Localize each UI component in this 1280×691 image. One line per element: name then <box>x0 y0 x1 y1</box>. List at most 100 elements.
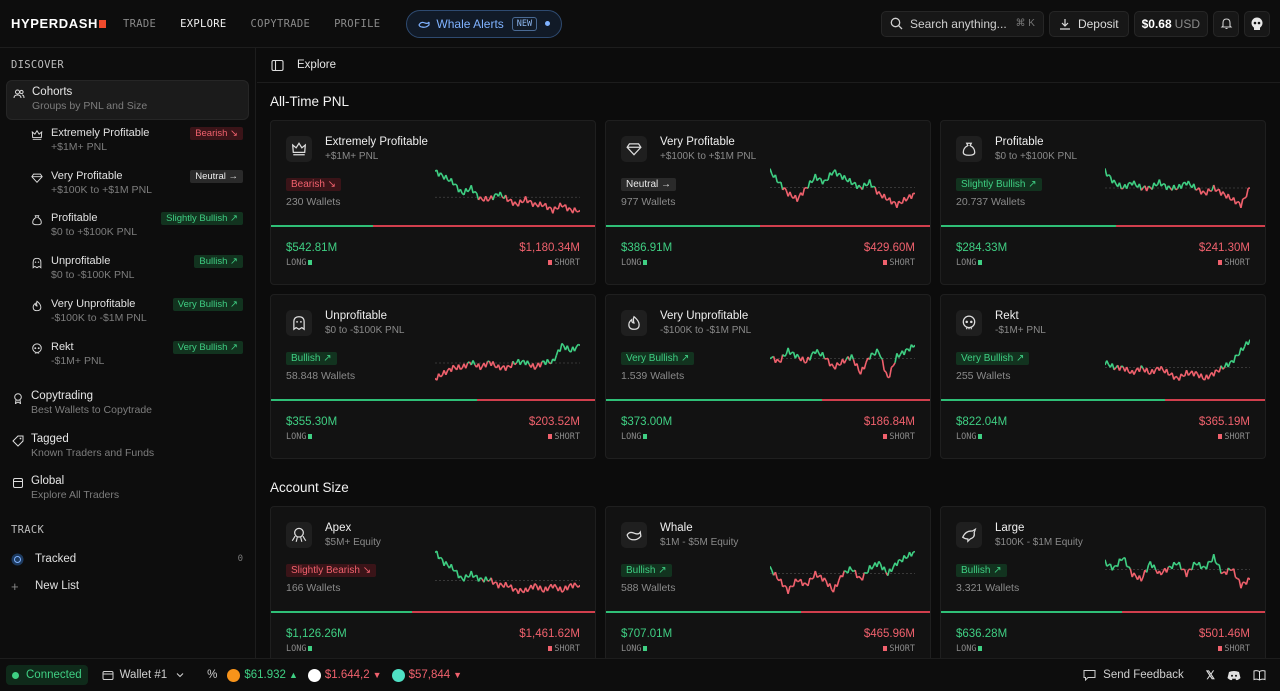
sparkline-segment <box>436 373 440 381</box>
nav-copytrade[interactable]: COPYTRADE <box>250 17 311 30</box>
wallet-selector[interactable]: Wallet #1 <box>102 669 186 681</box>
cohort-card-whale[interactable]: Whale $1M - $5M Equity Bullish ↗ 588 Wal… <box>605 506 931 658</box>
sidebar-item-extremely-profitable[interactable]: Extremely Profitable +$1M+ PNL Bearish ↘ <box>27 127 249 167</box>
main-content: Explore All-Time PNL Account Size Extrem… <box>257 48 1280 658</box>
sparkline-segment <box>1227 567 1231 571</box>
sparkline-segment <box>1187 372 1191 376</box>
long-value: $386.91M <box>621 242 673 254</box>
sparkline-segment <box>1140 187 1144 191</box>
price-tickers: % $61.932 ▲ $1.644,2 ▼ $57,844 ▼ <box>207 668 472 682</box>
short-value: $203.52M <box>528 416 580 428</box>
sparkline-segment <box>438 556 441 560</box>
sidebar-toggle-icon[interactable] <box>271 59 284 72</box>
search-shortcut: ⌘ K <box>1015 18 1035 29</box>
tracked-count: 0 <box>237 554 243 564</box>
connection-status[interactable]: Connected <box>6 665 88 685</box>
breadcrumb-explore[interactable]: Explore <box>297 59 336 71</box>
sparkline-segment <box>1195 563 1198 566</box>
avatar[interactable] <box>1244 10 1270 37</box>
sidebar-item-tracked[interactable]: Tracked 0 <box>11 549 243 569</box>
sparkline-segment <box>905 198 909 202</box>
sparkline-segment <box>519 360 523 366</box>
sparkline-segment <box>807 180 811 189</box>
sparkline-segment <box>1173 561 1177 566</box>
whale-alerts-label: Whale Alerts <box>436 16 504 31</box>
nav-profile[interactable]: PROFILE <box>334 17 381 30</box>
sparkline-segment <box>485 576 489 582</box>
sidebar-item-tagged[interactable]: Tagged Known Traders and Funds <box>6 428 249 468</box>
sparkline-segment <box>1167 185 1171 189</box>
sparkline-segment <box>1111 566 1115 571</box>
sparkline-segment <box>575 343 579 348</box>
balance-display[interactable]: $0.68 USD <box>1133 10 1208 37</box>
deposit-button[interactable]: Deposit <box>1048 10 1129 37</box>
sidebar-item-very-unprofitable[interactable]: Very Unprofitable -$100K to -$1M PNL Ver… <box>27 297 249 338</box>
tagged-title: Tagged <box>31 433 69 445</box>
price-ticker[interactable]: $61.932 ▲ <box>227 668 298 682</box>
sparkline-segment <box>774 571 779 580</box>
sparkline-segment <box>1205 188 1210 196</box>
sparkline-segment <box>504 581 509 588</box>
cohort-card-very-profitable[interactable]: Very Profitable +$100K to +$1M PNL Neutr… <box>605 120 931 285</box>
sidebar-item-rekt[interactable]: Rekt -$1M+ PNL Very Bullish ↗ <box>27 340 249 381</box>
docs-icon[interactable] <box>1253 669 1266 681</box>
sidebar-item-copytrading[interactable]: Copytrading Best Wallets to Copytrade <box>6 385 249 425</box>
long-short-ratio-bar <box>606 611 930 613</box>
sentiment-badge: Bullish ↗ <box>286 352 337 365</box>
sparkline-segment <box>1125 182 1130 189</box>
sentiment-badge: Slightly Bearish ↘ <box>286 564 377 577</box>
sparkline-segment <box>526 360 530 365</box>
sparkline-segment <box>898 200 902 204</box>
nav-explore[interactable]: EXPLORE <box>180 17 227 30</box>
cohort-card-unprofitable[interactable]: Unprofitable $0 to -$100K PNL Bullish ↗ … <box>270 294 596 459</box>
sparkline-segment <box>568 207 572 211</box>
sparkline-segment <box>1209 189 1213 192</box>
whale-alerts-button[interactable]: Whale Alerts NEW <box>406 9 563 38</box>
sidebar-item-unprofitable[interactable]: Unprofitable $0 to -$100K PNL Bullish ↗ <box>27 255 249 295</box>
sparkline-segment <box>1232 568 1237 578</box>
sparkline-segment <box>1247 339 1250 346</box>
nav-trade[interactable]: TRADE <box>123 17 157 30</box>
sparkline-segment <box>1218 564 1222 574</box>
cohort-card-large[interactable]: Large $100K - $1M Equity Bullish ↗ 3.321… <box>940 506 1266 658</box>
x-icon[interactable]: 𝕏 <box>1205 670 1215 682</box>
sidebar-item-global[interactable]: Global Explore All Traders <box>6 470 249 510</box>
cohort-card-rekt[interactable]: Rekt -$1M+ PNL Very Bullish ↗ 255 Wallet… <box>940 294 1266 459</box>
logo-mark-icon <box>99 19 107 28</box>
search-input[interactable]: Search anything... ⌘ K <box>880 10 1044 37</box>
card-title: Extremely Profitable <box>325 136 428 148</box>
discord-icon[interactable] <box>1227 670 1241 681</box>
logo[interactable]: HYPERDASH <box>11 16 111 31</box>
sparkline-segment <box>1165 368 1170 376</box>
sidebar-item-profitable[interactable]: Profitable $0 to +$100K PNL Slightly Bul… <box>27 212 249 252</box>
sparkline-segment <box>494 192 497 196</box>
flame-icon <box>32 300 42 311</box>
sparkline-segment <box>457 364 462 370</box>
sparkline-segment <box>883 193 887 200</box>
sparkline-segment <box>841 570 846 578</box>
sparkline-segment <box>868 179 873 188</box>
main-nav: TRADE EXPLORE COPYTRADE PROFILE <box>111 18 392 30</box>
price-ticker[interactable]: $1.644,2 ▼ <box>307 668 382 682</box>
wallet-count: 230 Wallets <box>286 196 341 208</box>
cohort-card-apex[interactable]: Apex $5M+ Equity Slightly Bearish ↘ 166 … <box>270 506 596 658</box>
percent-icon[interactable]: % <box>207 669 218 681</box>
new-list-button[interactable]: + New List <box>11 576 243 596</box>
medal-icon <box>14 393 22 404</box>
sparkline-segment <box>816 575 820 579</box>
cohort-card-profitable[interactable]: Profitable $0 to +$100K PNL Slightly Bul… <box>940 120 1266 285</box>
sparkline-segment <box>1133 572 1137 577</box>
notifications-button[interactable] <box>1213 10 1239 37</box>
price-ticker[interactable]: $57,844 ▼ <box>391 668 462 682</box>
sparkline-segment <box>1111 363 1115 371</box>
sidebar-item-very-profitable[interactable]: Very Profitable +$100K to +$1M PNL Neutr… <box>27 169 249 210</box>
cohort-card-extremely-profitable[interactable]: Extremely Profitable +$1M+ PNL Bearish ↘… <box>270 120 596 285</box>
cohort-card-very-unprofitable[interactable]: Very Unprofitable -$100K to -$1M PNL Ver… <box>605 294 931 459</box>
plus-icon: + <box>11 578 19 594</box>
send-feedback-button[interactable]: Send Feedback <box>1103 669 1184 681</box>
sparkline-segment <box>784 584 787 588</box>
short-label: SHORT <box>548 258 580 268</box>
sidebar-item-cohorts[interactable]: Cohorts Groups by PNL and Size <box>6 80 249 120</box>
sparkline-segment <box>1109 176 1114 184</box>
sparkline-segment <box>849 566 853 571</box>
